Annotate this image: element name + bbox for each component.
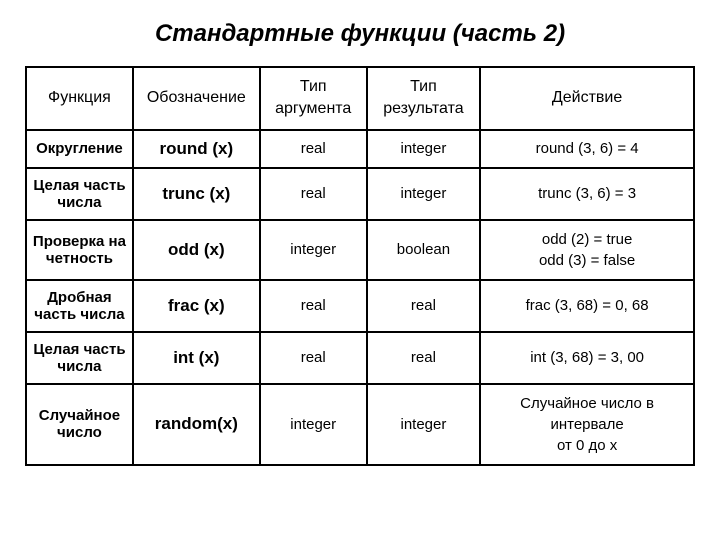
header-argtype-l2: аргумента — [275, 100, 351, 117]
cell-function: Дробная часть числа — [26, 280, 133, 332]
header-argtype-l1: Тип — [300, 78, 327, 95]
cell-notation: trunc (x) — [133, 168, 260, 220]
table-row: Проверка на четность odd (x) integer boo… — [26, 220, 694, 280]
cell-argtype: integer — [260, 220, 367, 280]
cell-restype: integer — [367, 384, 481, 465]
table-row: Дробная часть числа frac (x) real real f… — [26, 280, 694, 332]
cell-argtype: real — [260, 168, 367, 220]
cell-notation: int (x) — [133, 332, 260, 384]
cell-action: trunc (3, 6) = 3 — [480, 168, 694, 220]
cell-action: Случайное число в интервале от 0 до x — [480, 384, 694, 465]
header-function: Функция — [26, 67, 133, 130]
header-argtype: Тип аргумента — [260, 67, 367, 130]
cell-notation: odd (x) — [133, 220, 260, 280]
cell-restype: integer — [367, 168, 481, 220]
cell-action-l2: odd (3) = false — [539, 252, 635, 269]
header-restype-l2: результата — [383, 100, 463, 117]
cell-notation: random(x) — [133, 384, 260, 465]
table-row: Целая часть числа int (x) real real int … — [26, 332, 694, 384]
header-restype: Тип результата — [367, 67, 481, 130]
cell-action-l2: интервале — [550, 416, 623, 433]
table-row: Случайное число random(x) integer intege… — [26, 384, 694, 465]
page-title: Стандартные функции (часть 2) — [25, 20, 695, 48]
cell-restype: boolean — [367, 220, 481, 280]
cell-argtype: integer — [260, 384, 367, 465]
cell-notation: round (x) — [133, 130, 260, 168]
table-header-row: Функция Обозначение Тип аргумента Тип ре… — [26, 67, 694, 130]
cell-action-l1: odd (2) = true — [542, 231, 632, 248]
cell-argtype: real — [260, 280, 367, 332]
cell-restype: integer — [367, 130, 481, 168]
cell-action: odd (2) = true odd (3) = false — [480, 220, 694, 280]
header-restype-l1: Тип — [410, 78, 437, 95]
cell-restype: real — [367, 332, 481, 384]
cell-function: Округление — [26, 130, 133, 168]
cell-function: Проверка на четность — [26, 220, 133, 280]
table-row: Округление round (x) real integer round … — [26, 130, 694, 168]
header-notation: Обозначение — [133, 67, 260, 130]
cell-function: Целая часть числа — [26, 168, 133, 220]
cell-argtype: real — [260, 332, 367, 384]
cell-function: Целая часть числа — [26, 332, 133, 384]
cell-restype: real — [367, 280, 481, 332]
cell-action-l1: Случайное число в — [520, 395, 654, 412]
cell-action: int (3, 68) = 3, 00 — [480, 332, 694, 384]
table-row: Целая часть числа trunc (x) real integer… — [26, 168, 694, 220]
cell-notation: frac (x) — [133, 280, 260, 332]
functions-table: Функция Обозначение Тип аргумента Тип ре… — [25, 66, 695, 466]
header-action: Действие — [480, 67, 694, 130]
cell-action: round (3, 6) = 4 — [480, 130, 694, 168]
cell-argtype: real — [260, 130, 367, 168]
cell-action: frac (3, 68) = 0, 68 — [480, 280, 694, 332]
cell-function: Случайное число — [26, 384, 133, 465]
cell-action-l3: от 0 до x — [557, 437, 617, 454]
